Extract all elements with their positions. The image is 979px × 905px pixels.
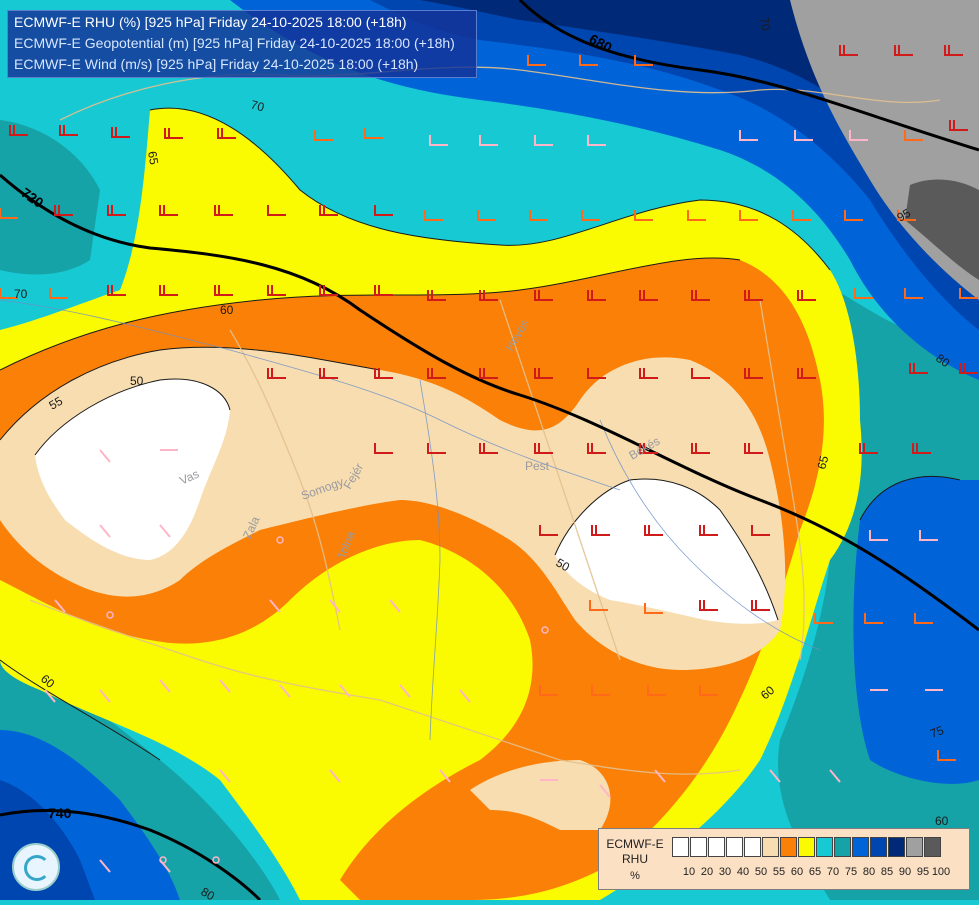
legend-title: ECMWF-E RHU <box>605 837 665 867</box>
legend-swatch <box>906 837 923 857</box>
legend-value-label: 85 <box>880 866 894 878</box>
legend-swatch <box>690 837 707 857</box>
legend-title-line: ECMWF-E <box>606 837 664 851</box>
legend-value-label: 50 <box>754 866 768 878</box>
legend-value-label: 75 <box>844 866 858 878</box>
legend-value-label: 40 <box>736 866 750 878</box>
rh-55-area-south <box>470 760 611 830</box>
isohypse-label-740: 740 <box>48 805 72 821</box>
legend-value-label: 80 <box>862 866 876 878</box>
title-geopotential: ECMWF-E Geopotential (m) [925 hPa] Frida… <box>14 35 455 51</box>
title-rhu: ECMWF-E RHU (%) [925 hPa] Friday 24-10-2… <box>14 14 407 30</box>
legend-value-label: 30 <box>718 866 732 878</box>
legend-swatch <box>888 837 905 857</box>
legend-swatch <box>726 837 743 857</box>
legend-swatch <box>852 837 869 857</box>
rh-contour-label: 70 <box>249 97 266 114</box>
legend-value-label: 20 <box>700 866 714 878</box>
rh-contour-label: 50 <box>554 555 573 574</box>
legend-swatch <box>834 837 851 857</box>
rh-contour-label: 80 <box>199 884 218 900</box>
legend-value-label: 60 <box>790 866 804 878</box>
rh-contour-label: 55 <box>47 394 66 413</box>
legend-swatch <box>780 837 797 857</box>
rh-100-area <box>905 179 979 280</box>
legend-swatch <box>672 837 689 857</box>
ogimet-logo-icon <box>12 843 60 891</box>
rh-80-area-east <box>853 476 979 784</box>
rh-contour-label: 60 <box>935 814 949 828</box>
rh-contour-label: 70 <box>757 16 773 32</box>
rh-50-area-east <box>555 479 778 624</box>
rh-contour-label: 75 <box>928 723 946 741</box>
legend-value-label: 100 <box>931 866 951 878</box>
legend-value-label: 90 <box>898 866 912 878</box>
legend-value-label: 10 <box>682 866 696 878</box>
legend-swatch <box>798 837 815 857</box>
rh-contour-label: 95 <box>895 206 914 225</box>
rh-contour-label: 70 <box>14 287 28 301</box>
legend-value-label: 65 <box>808 866 822 878</box>
rh-contour-label: 65 <box>145 150 161 166</box>
legend-swatch <box>816 837 833 857</box>
legend-value-label: 95 <box>916 866 930 878</box>
title-wind: ECMWF-E Wind (m/s) [925 hPa] Friday 24-1… <box>14 56 419 72</box>
rh-contour-label: 50 <box>130 374 144 388</box>
rh-contour-label: 60 <box>220 303 234 317</box>
color-legend: ECMWF-E RHU % 10 20 30 40 50 55 60 65 70 75 80 85 90 9… <box>598 828 970 890</box>
legend-swatch <box>744 837 761 857</box>
legend-swatch <box>762 837 779 857</box>
legend-value-label: 55 <box>772 866 786 878</box>
rh-50-area-west <box>35 379 230 560</box>
place-label-pest: Pest <box>525 459 550 473</box>
legend-swatch <box>924 837 941 857</box>
legend-swatch <box>870 837 887 857</box>
title-box: ECMWF-E RHU (%) [925 hPa] Friday 24-10-2… <box>7 10 477 78</box>
legend-value-label: 70 <box>826 866 840 878</box>
legend-title-line: RHU <box>622 852 648 866</box>
rh-contour-label: 65 <box>814 454 831 471</box>
rh-75-area <box>0 120 100 275</box>
legend-unit: % <box>630 870 640 882</box>
legend-swatch <box>708 837 725 857</box>
